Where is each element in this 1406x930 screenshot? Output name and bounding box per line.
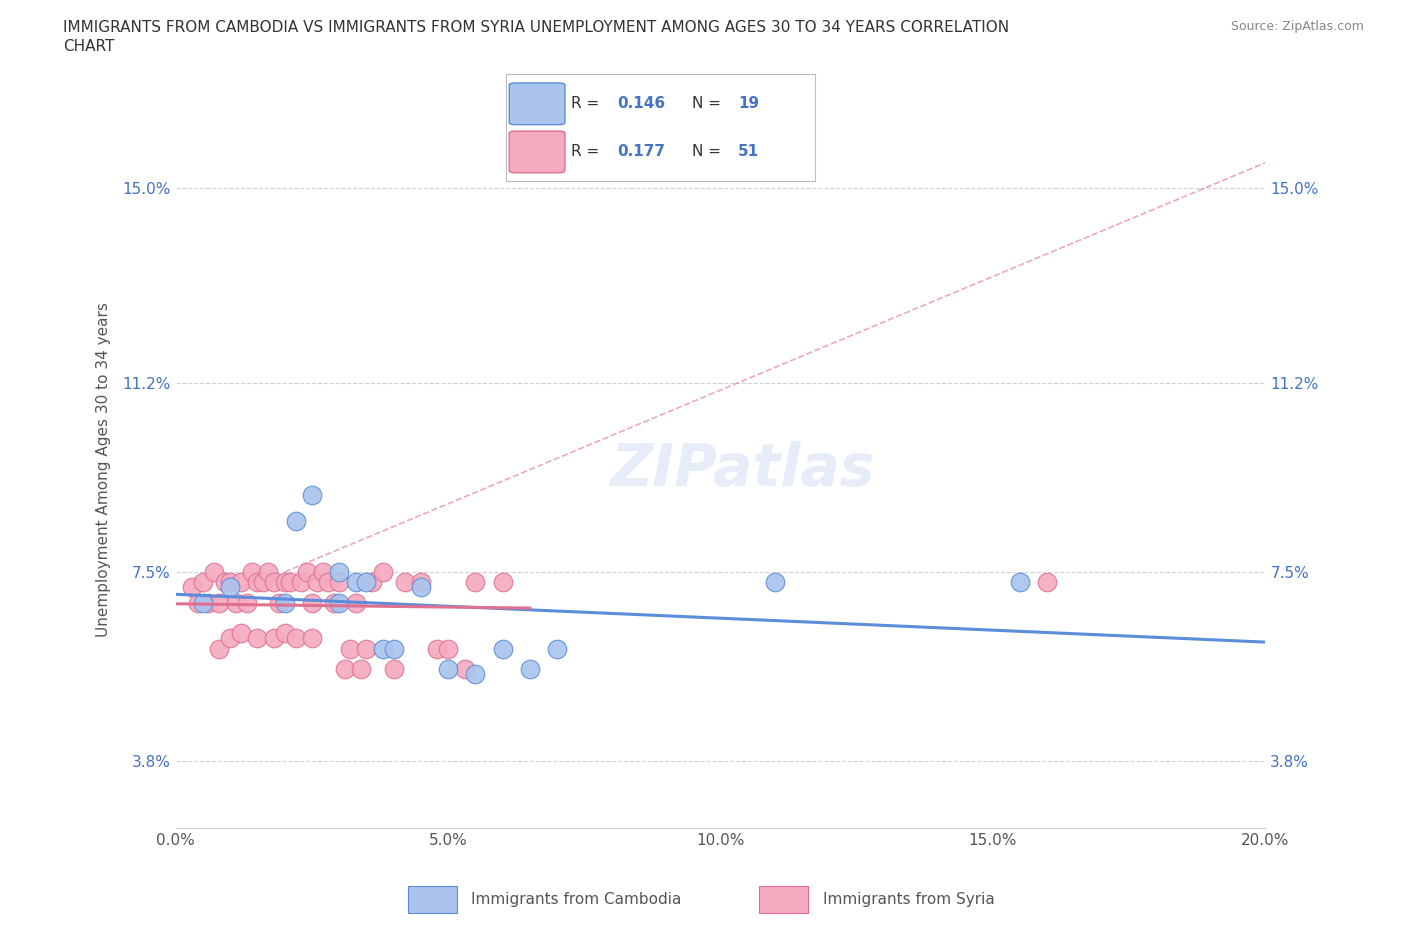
Point xyxy=(426,642,449,657)
Point xyxy=(453,662,475,677)
Point xyxy=(360,575,382,590)
Point xyxy=(208,642,231,657)
Point xyxy=(409,580,432,595)
Text: Immigrants from Syria: Immigrants from Syria xyxy=(823,892,994,907)
Text: 51: 51 xyxy=(738,144,759,159)
Point xyxy=(202,565,225,579)
Point xyxy=(492,575,515,590)
Point xyxy=(278,575,301,590)
Point xyxy=(231,575,253,590)
Point xyxy=(225,595,247,610)
Point xyxy=(208,595,231,610)
Text: 0.146: 0.146 xyxy=(617,97,665,112)
Text: IMMIGRANTS FROM CAMBODIA VS IMMIGRANTS FROM SYRIA UNEMPLOYMENT AMONG AGES 30 TO : IMMIGRANTS FROM CAMBODIA VS IMMIGRANTS F… xyxy=(63,20,1010,35)
Point xyxy=(519,662,541,677)
Point xyxy=(322,595,344,610)
Point xyxy=(394,575,416,590)
Text: 19: 19 xyxy=(738,97,759,112)
Text: 0.177: 0.177 xyxy=(617,144,665,159)
Point xyxy=(328,595,350,610)
Point xyxy=(437,662,460,677)
Point xyxy=(328,565,350,579)
Point xyxy=(333,662,356,677)
Point xyxy=(301,488,323,503)
Point xyxy=(284,513,307,528)
Point xyxy=(382,642,405,657)
Point xyxy=(235,595,257,610)
Point xyxy=(263,575,285,590)
Point xyxy=(464,575,486,590)
Point xyxy=(219,575,242,590)
Point xyxy=(240,565,263,579)
Point xyxy=(295,565,318,579)
FancyBboxPatch shape xyxy=(509,131,565,173)
Point xyxy=(252,575,274,590)
Point xyxy=(350,662,373,677)
Point xyxy=(219,631,242,646)
Text: ZIPatlas: ZIPatlas xyxy=(610,441,875,498)
Point xyxy=(269,595,291,610)
Point xyxy=(301,595,323,610)
Point xyxy=(274,575,297,590)
Point xyxy=(1036,575,1059,590)
Point xyxy=(371,642,394,657)
Point xyxy=(492,642,515,657)
Point xyxy=(339,642,361,657)
Point xyxy=(371,565,394,579)
Point xyxy=(219,580,242,595)
Text: Source: ZipAtlas.com: Source: ZipAtlas.com xyxy=(1230,20,1364,33)
Point xyxy=(382,662,405,677)
Point xyxy=(231,626,253,641)
Point xyxy=(356,575,378,590)
Point xyxy=(191,595,214,610)
Point xyxy=(274,626,297,641)
Point xyxy=(356,642,378,657)
Point xyxy=(1010,575,1032,590)
Point xyxy=(186,595,209,610)
Point xyxy=(284,631,307,646)
Bar xyxy=(408,885,457,913)
Point xyxy=(318,575,340,590)
Point xyxy=(246,631,269,646)
Bar xyxy=(759,885,808,913)
Point xyxy=(181,580,204,595)
Point xyxy=(307,575,329,590)
Point xyxy=(328,575,350,590)
FancyBboxPatch shape xyxy=(509,83,565,125)
Point xyxy=(464,667,486,682)
Point xyxy=(409,575,432,590)
Point xyxy=(344,595,367,610)
Point xyxy=(274,595,297,610)
Point xyxy=(257,565,280,579)
Point xyxy=(437,642,460,657)
Text: CHART: CHART xyxy=(63,39,115,54)
Text: N =: N = xyxy=(692,97,725,112)
Point xyxy=(312,565,335,579)
Point xyxy=(290,575,312,590)
Point xyxy=(263,631,285,646)
Point xyxy=(763,575,786,590)
Point xyxy=(191,575,214,590)
Point xyxy=(344,575,367,590)
Text: Immigrants from Cambodia: Immigrants from Cambodia xyxy=(471,892,682,907)
Point xyxy=(197,595,219,610)
Y-axis label: Unemployment Among Ages 30 to 34 years: Unemployment Among Ages 30 to 34 years xyxy=(97,302,111,637)
Text: R =: R = xyxy=(571,97,605,112)
Point xyxy=(301,631,323,646)
Point xyxy=(546,642,568,657)
Point xyxy=(214,575,236,590)
Text: R =: R = xyxy=(571,144,605,159)
Text: N =: N = xyxy=(692,144,725,159)
Point xyxy=(246,575,269,590)
